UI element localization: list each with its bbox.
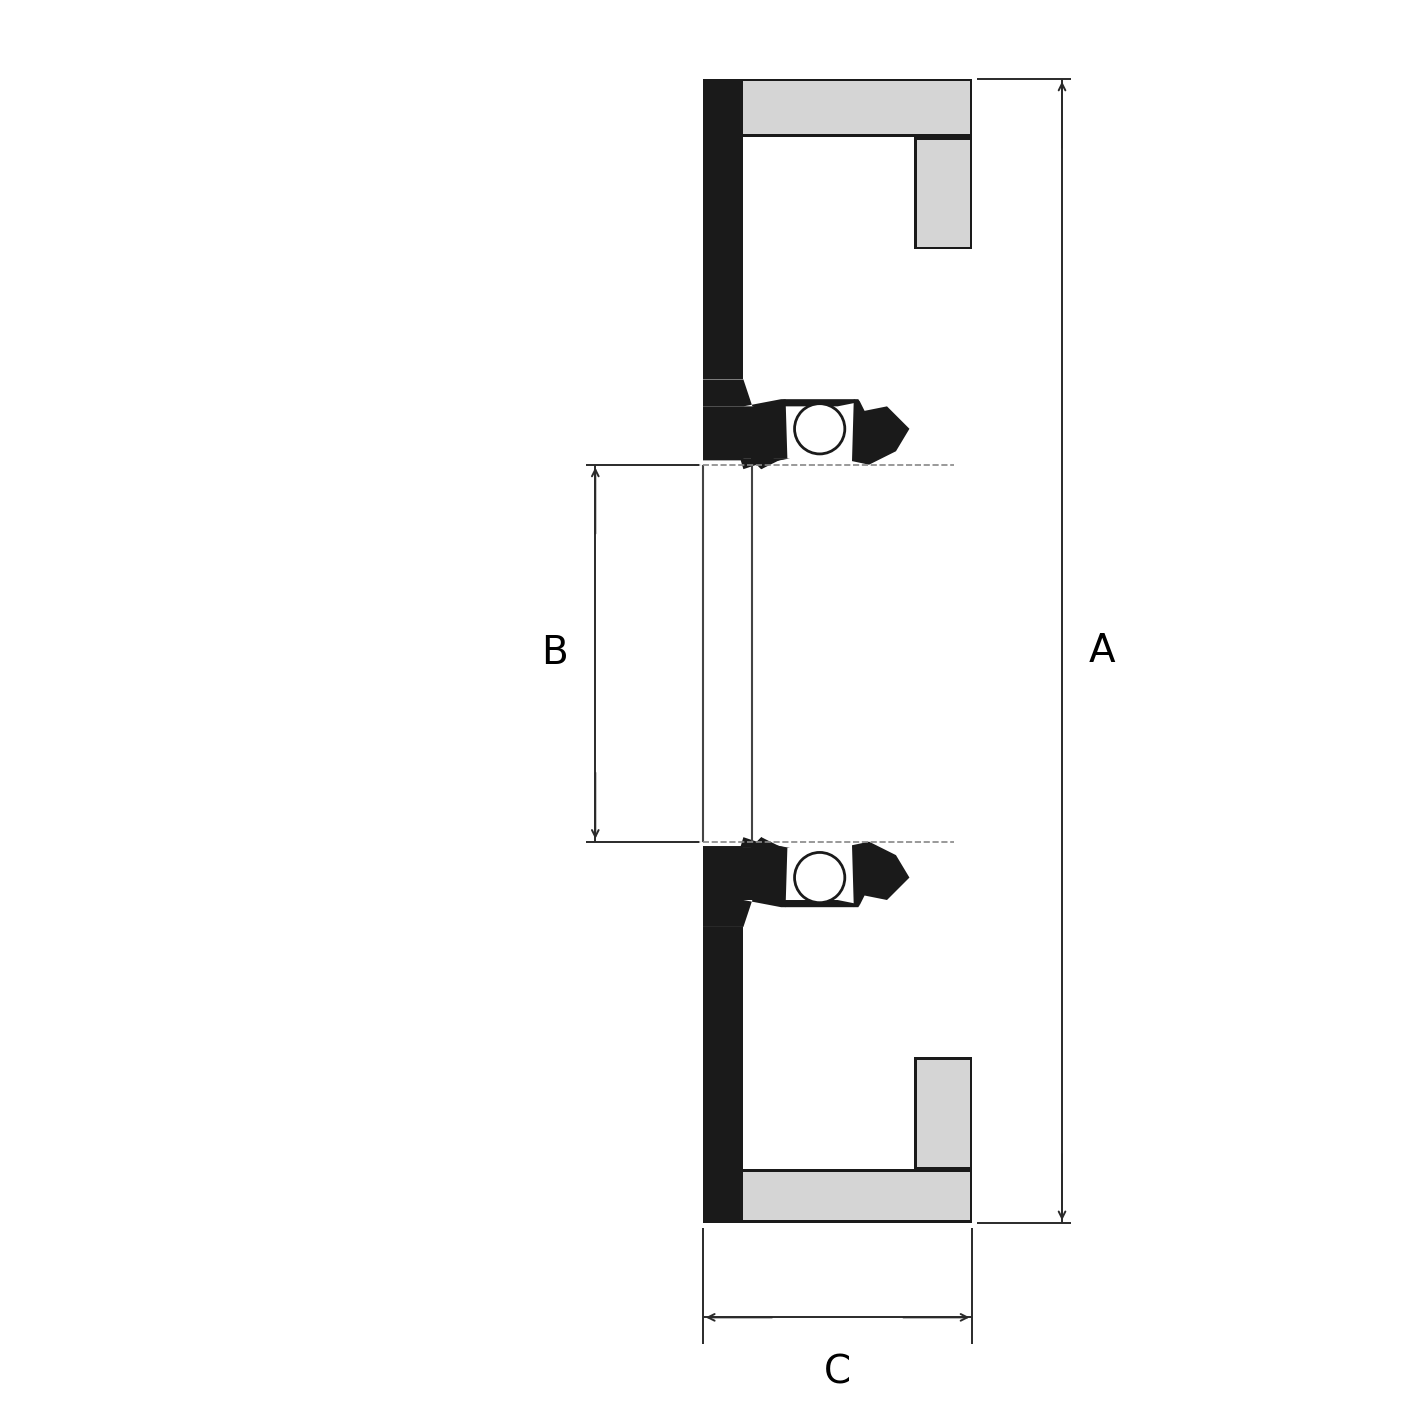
Polygon shape: [703, 837, 775, 865]
Polygon shape: [917, 1060, 970, 1167]
Polygon shape: [703, 79, 973, 138]
Text: C: C: [824, 1353, 851, 1392]
Circle shape: [794, 404, 845, 454]
Polygon shape: [703, 900, 860, 927]
Text: B: B: [541, 634, 568, 672]
Polygon shape: [852, 399, 910, 465]
Polygon shape: [852, 842, 910, 907]
Polygon shape: [703, 380, 860, 406]
Polygon shape: [703, 443, 775, 470]
Polygon shape: [917, 139, 970, 246]
Polygon shape: [703, 138, 744, 380]
Polygon shape: [744, 1173, 970, 1220]
Polygon shape: [703, 1170, 973, 1223]
Polygon shape: [703, 406, 787, 470]
Polygon shape: [914, 138, 973, 249]
Polygon shape: [744, 1057, 973, 1223]
Polygon shape: [744, 82, 970, 135]
Polygon shape: [703, 837, 787, 900]
Polygon shape: [914, 1057, 973, 1170]
Polygon shape: [703, 848, 787, 907]
Circle shape: [794, 852, 845, 903]
Polygon shape: [703, 927, 744, 1170]
Polygon shape: [703, 837, 790, 848]
Text: A: A: [1090, 631, 1115, 669]
Polygon shape: [703, 399, 787, 458]
Polygon shape: [703, 458, 790, 470]
Polygon shape: [744, 79, 973, 249]
